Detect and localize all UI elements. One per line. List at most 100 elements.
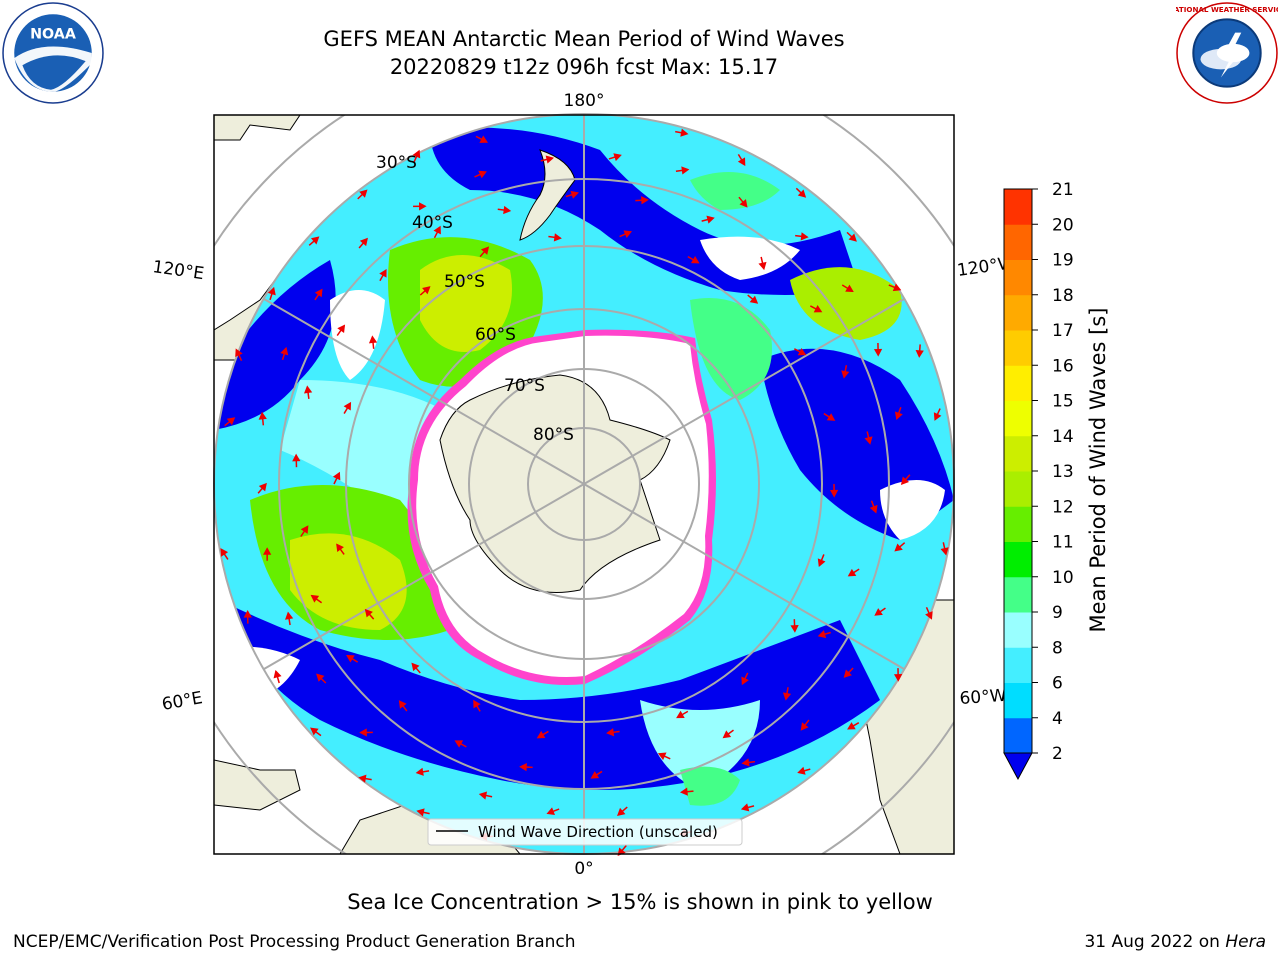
- wave-arrow-head: [258, 482, 267, 492]
- wave-arrow-head: [782, 692, 792, 701]
- land-antarctica: [439, 374, 671, 593]
- wave-arrow-head: [641, 196, 649, 205]
- colorbar-segment: [1004, 330, 1032, 366]
- wave-arrow-head: [892, 283, 902, 292]
- wave-arrow-head: [478, 170, 487, 179]
- wave-arrow-head: [740, 803, 750, 812]
- wave-arrow-head: [364, 608, 373, 618]
- wave-arrow-head: [613, 153, 622, 162]
- colorbar-tick-label: 2: [1052, 744, 1063, 764]
- colorbar-tick-label: 9: [1052, 603, 1063, 623]
- wave-arrow-head: [680, 128, 689, 137]
- wave-arrow-head: [546, 807, 556, 816]
- wave-arrow-head: [864, 436, 873, 445]
- wave-arrow-head: [739, 199, 748, 208]
- wave-arrow-head: [741, 676, 749, 686]
- footer-date-text: 31 Aug 2022 on: [1084, 932, 1220, 952]
- wave-arrow-head: [681, 166, 690, 175]
- wave-arrow-head: [359, 728, 367, 737]
- wave-arrow-head: [433, 225, 441, 235]
- map-border: [213, 114, 955, 855]
- wave-arrow-head: [722, 730, 732, 739]
- wave-arrow-head: [874, 608, 883, 616]
- wave-arrow-head: [337, 324, 346, 334]
- wave-arrow-head: [454, 740, 464, 748]
- wave-arrow-head: [933, 412, 942, 421]
- land-madagascar: [214, 759, 301, 811]
- colorbar-segment: [1004, 294, 1032, 331]
- colorbar-segment: [1004, 647, 1032, 683]
- map-legend: Wind Wave Direction (unscaled): [427, 818, 743, 846]
- lat-label-70s: 70°S: [504, 376, 545, 396]
- wave-arrow-head: [480, 246, 490, 255]
- wave-arrow-head: [478, 791, 488, 800]
- wave-arrow-head: [416, 808, 425, 817]
- colorbar-segment: [1004, 471, 1032, 507]
- footer-date: 31 Aug 2022 on Hera: [1084, 932, 1266, 952]
- colorbar-tick-label: 4: [1052, 709, 1063, 729]
- legend-label: Wind Wave Direction (unscaled): [478, 823, 718, 841]
- wind-wave-arrows: [220, 128, 949, 856]
- wave-arrow-head: [800, 232, 809, 241]
- chart-subtitle-run-info: 20220829 t12z 096h fcst Max: 15.17: [389, 55, 779, 79]
- wave-arrow-head: [412, 149, 421, 159]
- wave-arrow-head: [226, 417, 236, 426]
- wave-arrow-head: [690, 256, 700, 264]
- wave-arrow-head: [379, 268, 387, 278]
- wave-arrow-head: [536, 730, 546, 739]
- wave-arrow-head: [419, 202, 427, 211]
- sea-ice-note: Sea Ice Concentration > 15% is shown in …: [347, 890, 933, 914]
- wave-arrow-head: [841, 370, 850, 379]
- wave-arrow-head: [741, 758, 750, 767]
- wave-arrow-head: [258, 411, 267, 420]
- colorbar-extend-min: [1003, 752, 1033, 781]
- wave-arrow-head: [273, 669, 282, 679]
- colorbar-segment: [1004, 259, 1032, 296]
- wave-arrow-head: [479, 135, 489, 143]
- wave-arrow-head: [220, 548, 229, 557]
- colorbar-label: Mean Period of Wind Waves [s]: [1086, 308, 1110, 633]
- wave-arrow-head: [894, 411, 903, 421]
- colorbar-segment: [1004, 435, 1032, 472]
- wave-arrow-head: [826, 413, 836, 421]
- colorbar-tick-label: 6: [1052, 674, 1063, 694]
- colorbar-segment: [1004, 717, 1032, 754]
- colorbar-segment: [1004, 612, 1032, 648]
- colorbar-tick-label: 20: [1052, 215, 1074, 235]
- wave-arrow-head: [570, 190, 579, 199]
- colorbar-tick-label: 15: [1052, 392, 1074, 412]
- lon-label-60e: 60°E: [160, 688, 204, 715]
- wave-arrow-head: [503, 205, 512, 215]
- wave-arrow-head: [817, 558, 826, 568]
- colorbar-segment: [1004, 224, 1032, 260]
- lon-label-120e: 120°E: [151, 257, 205, 284]
- wave-arrow-head: [813, 305, 823, 313]
- colorbar-tick-label: 16: [1052, 356, 1074, 376]
- wave-arrow-head: [368, 335, 378, 344]
- wave-arrow-head: [797, 766, 806, 775]
- noaa-logo-icon: NOAA: [2, 2, 104, 104]
- wave-arrow-head: [893, 674, 903, 682]
- wave-arrow-head: [676, 710, 685, 719]
- lon-label-0: 0°: [574, 859, 593, 879]
- chart-title: GEFS MEAN Antarctic Mean Period of Wind …: [323, 27, 845, 51]
- wave-arrow-head: [869, 504, 878, 514]
- wave-arrow-head: [235, 348, 243, 358]
- wave-arrow-head: [332, 471, 341, 481]
- wave-arrow-head: [398, 700, 407, 709]
- nws-logo-icon: NATIONAL WEATHER SERVICE: [1176, 2, 1278, 104]
- wave-arrow-head: [310, 236, 320, 245]
- colorbar-tick-label: 17: [1052, 321, 1074, 341]
- wave-arrow-head: [243, 610, 252, 618]
- colorbar-tick-label: 19: [1052, 251, 1074, 271]
- wave-arrow-head: [310, 594, 320, 603]
- colorbar-tick-label: 12: [1052, 497, 1074, 517]
- wave-arrow-head: [422, 286, 431, 295]
- footer-host: Hera: [1225, 932, 1266, 952]
- colorbar-segment: [1004, 365, 1032, 401]
- wave-arrow-head: [411, 662, 420, 672]
- wave-arrow-head: [519, 762, 527, 772]
- wave-arrow-head: [657, 752, 667, 761]
- wave-arrow-head: [940, 547, 949, 556]
